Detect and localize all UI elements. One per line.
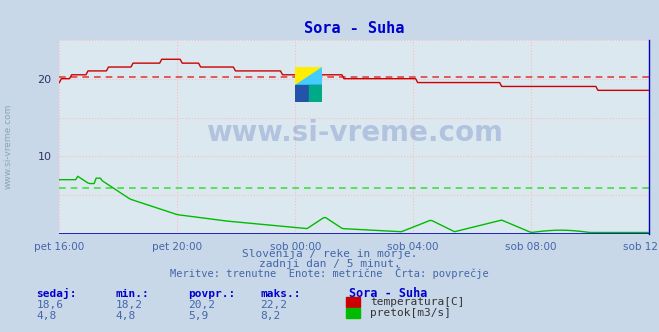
Bar bbox=[308, 67, 322, 85]
Text: 20,2: 20,2 bbox=[188, 300, 215, 310]
Text: 5,9: 5,9 bbox=[188, 311, 208, 321]
Text: www.si-vreme.com: www.si-vreme.com bbox=[206, 119, 503, 147]
Polygon shape bbox=[295, 67, 322, 85]
Text: 8,2: 8,2 bbox=[260, 311, 281, 321]
Text: pretok[m3/s]: pretok[m3/s] bbox=[370, 308, 451, 318]
Text: Meritve: trenutne  Enote: metrične  Črta: povprečje: Meritve: trenutne Enote: metrične Črta: … bbox=[170, 267, 489, 279]
Text: sedaj:: sedaj: bbox=[36, 288, 76, 299]
Bar bbox=[295, 85, 322, 102]
Text: www.si-vreme.com: www.si-vreme.com bbox=[3, 103, 13, 189]
Text: Sora - Suha: Sora - Suha bbox=[349, 287, 428, 300]
Polygon shape bbox=[295, 67, 322, 85]
Text: 4,8: 4,8 bbox=[115, 311, 136, 321]
Text: min.:: min.: bbox=[115, 289, 149, 299]
Bar bbox=[308, 85, 322, 102]
Text: 18,6: 18,6 bbox=[36, 300, 63, 310]
Text: 18,2: 18,2 bbox=[115, 300, 142, 310]
Text: povpr.:: povpr.: bbox=[188, 289, 235, 299]
Text: temperatura[C]: temperatura[C] bbox=[370, 297, 465, 307]
Bar bbox=[295, 67, 308, 85]
Text: Slovenija / reke in morje.: Slovenija / reke in morje. bbox=[242, 249, 417, 259]
Text: maks.:: maks.: bbox=[260, 289, 301, 299]
Title: Sora - Suha: Sora - Suha bbox=[304, 21, 405, 36]
Text: 22,2: 22,2 bbox=[260, 300, 287, 310]
Text: 4,8: 4,8 bbox=[36, 311, 57, 321]
Text: zadnji dan / 5 minut.: zadnji dan / 5 minut. bbox=[258, 259, 401, 269]
Bar bbox=[295, 85, 322, 102]
